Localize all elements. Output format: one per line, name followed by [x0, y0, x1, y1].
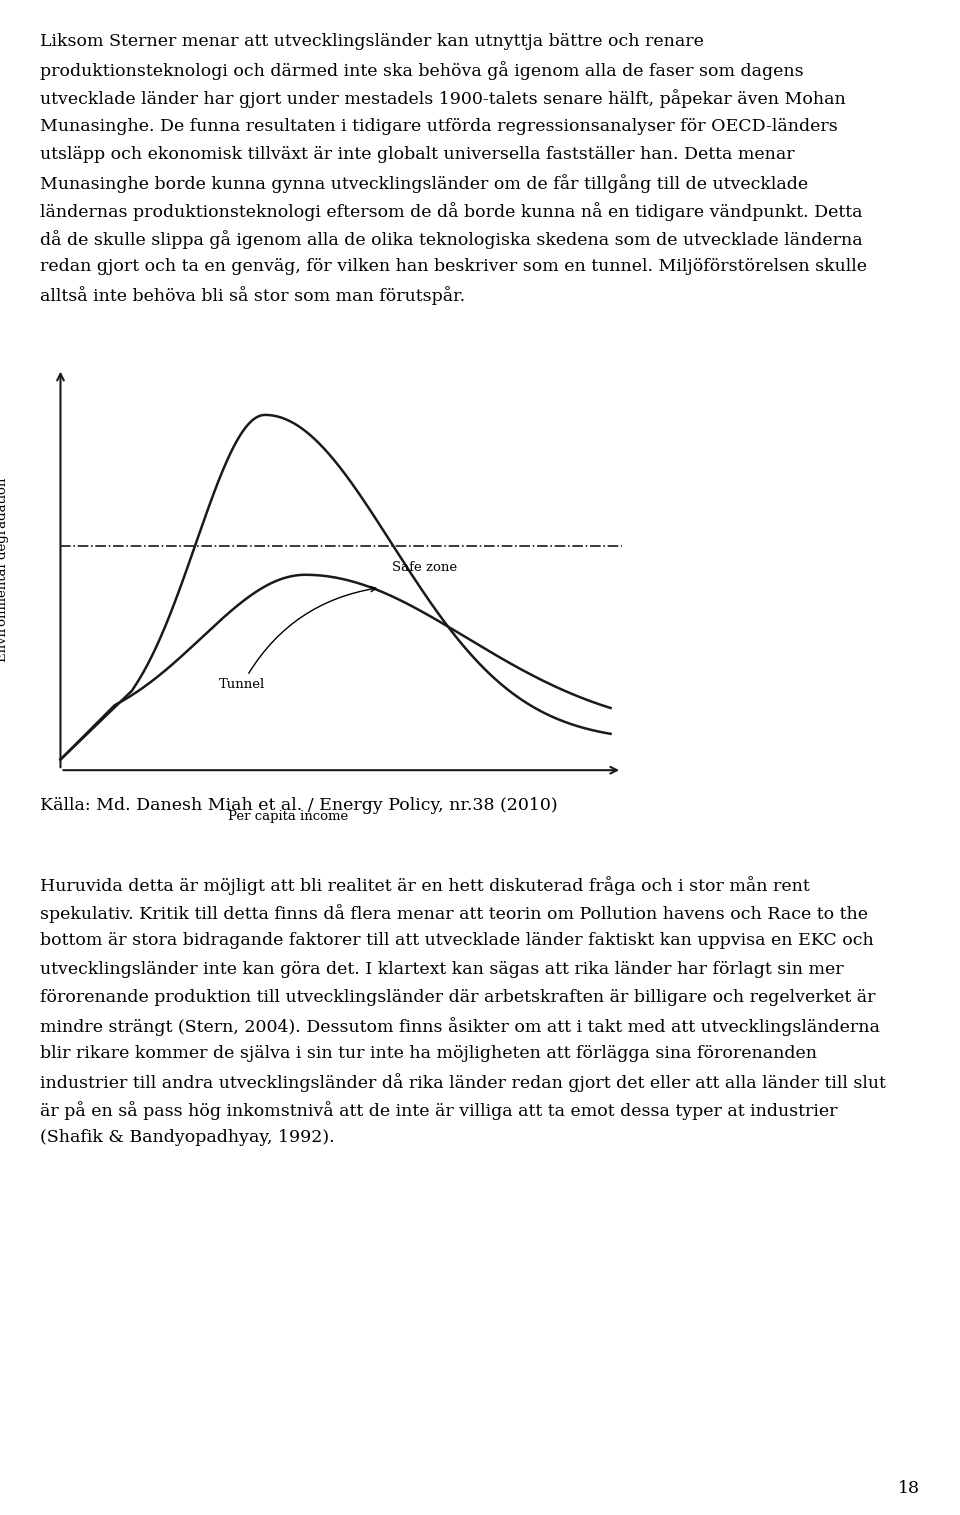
Text: utvecklade länder har gjort under mestadels 1900-talets senare hälft, påpekar äv: utvecklade länder har gjort under mestad… [40, 89, 846, 109]
Text: 18: 18 [898, 1480, 920, 1497]
Text: utsläpp och ekonomisk tillväxt är inte globalt universella fastställer han. Dett: utsläpp och ekonomisk tillväxt är inte g… [40, 145, 795, 162]
Text: Källa: Md. Danesh Miah et al. / Energy Policy, nr.38 (2010): Källa: Md. Danesh Miah et al. / Energy P… [40, 797, 558, 815]
Text: Huruvida detta är möjligt att bli realitet är en hett diskuterad fråga och i sto: Huruvida detta är möjligt att bli realit… [40, 876, 810, 895]
Text: förorenande produktion till utvecklingsländer där arbetskraften är billigare och: förorenande produktion till utvecklingsl… [40, 989, 876, 1006]
Text: ländernas produktionsteknologi eftersom de då borde kunna nå en tidigare vändpun: ländernas produktionsteknologi eftersom … [40, 201, 863, 221]
Text: är på en så pass hög inkomstnivå att de inte är villiga att ta emot dessa typer : är på en så pass hög inkomstnivå att de … [40, 1101, 838, 1120]
Text: industrier till andra utvecklingsländer då rika länder redan gjort det eller att: industrier till andra utvecklingsländer … [40, 1073, 886, 1092]
Text: (Shafik & Bandyopadhyay, 1992).: (Shafik & Bandyopadhyay, 1992). [40, 1129, 335, 1147]
Text: Per capita income: Per capita income [228, 811, 348, 823]
Text: blir rikare kommer de själva i sin tur inte ha möjligheten att förlägga sina för: blir rikare kommer de själva i sin tur i… [40, 1045, 817, 1062]
Text: utvecklingsländer inte kan göra det. I klartext kan sägas att rika länder har fö: utvecklingsländer inte kan göra det. I k… [40, 961, 844, 977]
Text: redan gjort och ta en genväg, för vilken han beskriver som en tunnel. Miljöförst: redan gjort och ta en genväg, för vilken… [40, 259, 867, 276]
Text: spekulativ. Kritik till detta finns då flera menar att teorin om Pollution haven: spekulativ. Kritik till detta finns då f… [40, 904, 869, 923]
Text: bottom är stora bidragande faktorer till att utvecklade länder faktiskt kan uppv: bottom är stora bidragande faktorer till… [40, 932, 874, 950]
Text: Munasinghe borde kunna gynna utvecklingsländer om de får tillgång till de utveck: Munasinghe borde kunna gynna utvecklings… [40, 174, 808, 192]
Text: produktionsteknologi och därmed inte ska behöva gå igenom alla de faser som dage: produktionsteknologi och därmed inte ska… [40, 62, 804, 80]
Text: Safe zone: Safe zone [392, 561, 457, 574]
Text: Tunnel: Tunnel [219, 586, 376, 691]
Text: då de skulle slippa gå igenom alla de olika teknologiska skedena som de utveckla: då de skulle slippa gå igenom alla de ol… [40, 230, 863, 248]
Text: alltså inte behöva bli så stor som man förutspår.: alltså inte behöva bli så stor som man f… [40, 286, 466, 306]
Text: Environmental degradation: Environmental degradation [0, 477, 10, 662]
Text: mindre strängt (Stern, 2004). Dessutom finns åsikter om att i takt med att utvec: mindre strängt (Stern, 2004). Dessutom f… [40, 1017, 880, 1036]
Text: Liksom Sterner menar att utvecklingsländer kan utnyttja bättre och renare: Liksom Sterner menar att utvecklingsländ… [40, 33, 705, 50]
Text: Munasinghe. De funna resultaten i tidigare utförda regressionsanalyser för OECD-: Munasinghe. De funna resultaten i tidiga… [40, 118, 838, 135]
